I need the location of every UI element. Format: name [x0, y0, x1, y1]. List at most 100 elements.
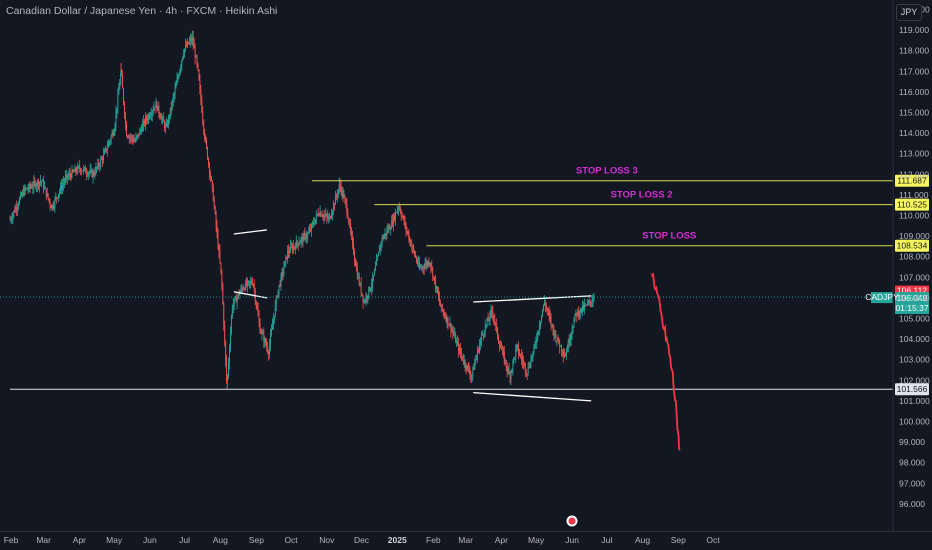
candle-body — [310, 229, 312, 231]
candle-body — [123, 88, 125, 104]
candle-body — [413, 246, 415, 251]
candle-body — [453, 332, 455, 336]
candle-body — [346, 203, 348, 213]
candle-body — [91, 170, 93, 177]
candle-body — [194, 47, 196, 58]
candle-body — [343, 196, 345, 198]
candle-body — [106, 147, 108, 151]
price-tick-label: 118.000 — [899, 46, 929, 56]
candle-body — [549, 315, 551, 319]
candle-body — [82, 170, 83, 172]
candle-body — [426, 262, 428, 265]
candle-body — [388, 226, 390, 231]
candle-body — [547, 310, 549, 312]
candle-body — [523, 362, 525, 365]
candle-body — [584, 305, 585, 310]
candle-body — [165, 125, 166, 128]
candle-body — [464, 360, 466, 367]
candle-body — [112, 132, 114, 136]
candle-body — [522, 362, 524, 364]
candle-body — [479, 344, 480, 352]
candle-body — [326, 214, 328, 217]
candle-body — [441, 304, 443, 310]
candle-body — [83, 168, 84, 171]
price-tick-label: 104.000 — [899, 334, 930, 344]
price-tick-label: 117.000 — [899, 66, 929, 76]
candle-body — [94, 173, 96, 175]
candle-body — [137, 133, 139, 136]
candle-body — [580, 307, 582, 314]
candle-body — [244, 288, 246, 290]
candle-body — [380, 242, 382, 245]
candle-body — [100, 159, 102, 166]
candle-body — [515, 348, 517, 358]
candle-body — [427, 261, 429, 265]
candle-body — [125, 115, 126, 124]
candle-body — [47, 193, 49, 199]
candle-body — [55, 197, 57, 199]
candle-body — [587, 302, 589, 303]
candle-body — [378, 251, 380, 253]
candle-body — [21, 191, 23, 196]
candle-body — [229, 349, 230, 363]
candle-body — [185, 45, 187, 50]
candle-body — [161, 118, 163, 120]
time-tick-label: Oct — [706, 535, 720, 545]
candle-body — [210, 177, 212, 181]
candle-body — [198, 69, 200, 80]
candle-body — [36, 185, 38, 188]
candle-body — [534, 343, 536, 347]
candle-body — [484, 325, 486, 333]
candle-body — [321, 215, 323, 217]
time-tick-label: Jun — [143, 535, 157, 545]
candle-body — [443, 312, 445, 316]
candle-body — [345, 199, 347, 204]
candle-body — [395, 212, 396, 220]
candle-body — [391, 221, 393, 229]
candle-body — [328, 217, 330, 219]
candle-body — [41, 180, 43, 182]
candle-body — [438, 296, 440, 303]
candle-body — [347, 212, 349, 219]
candle-body — [135, 137, 137, 142]
symbol-tag: CADJPY — [865, 292, 899, 302]
candle-body — [48, 198, 50, 201]
time-tick-label: Aug — [213, 535, 228, 545]
candle-body — [96, 167, 98, 169]
price-tick-label: 96.000 — [899, 499, 925, 509]
currency-button[interactable]: JPY — [896, 4, 922, 21]
candle-body — [145, 117, 146, 125]
candle-body — [250, 281, 251, 283]
candle-body — [32, 187, 34, 188]
price-tick-label: 102.000 — [899, 375, 930, 385]
candle-body — [171, 100, 173, 109]
candle-body — [75, 168, 77, 172]
candle-body — [555, 333, 557, 341]
candle-body — [27, 188, 29, 190]
candle-body — [74, 168, 76, 172]
candle-body — [396, 212, 397, 214]
candle-body — [325, 214, 327, 216]
candle-body — [339, 184, 341, 187]
candle-body — [251, 283, 253, 285]
candle-body — [311, 224, 312, 231]
candle-body — [218, 247, 220, 252]
candle-body — [513, 357, 515, 361]
candle-body — [558, 337, 560, 344]
candle-body — [469, 371, 471, 376]
candle-body — [529, 365, 531, 368]
candle-body — [223, 303, 225, 327]
candle-body — [184, 49, 186, 54]
candle-body — [215, 213, 217, 226]
price-tick-label: 113.000 — [899, 149, 929, 159]
time-tick-label: Jun — [565, 535, 579, 545]
time-tick-label: Feb — [426, 535, 441, 545]
candle-body — [93, 172, 95, 175]
candle-body — [407, 231, 409, 234]
candle-body — [62, 184, 63, 190]
candle-body — [478, 349, 479, 352]
candle-body — [187, 42, 189, 44]
stop-loss-label-2: STOP LOSS 2 — [611, 190, 673, 201]
